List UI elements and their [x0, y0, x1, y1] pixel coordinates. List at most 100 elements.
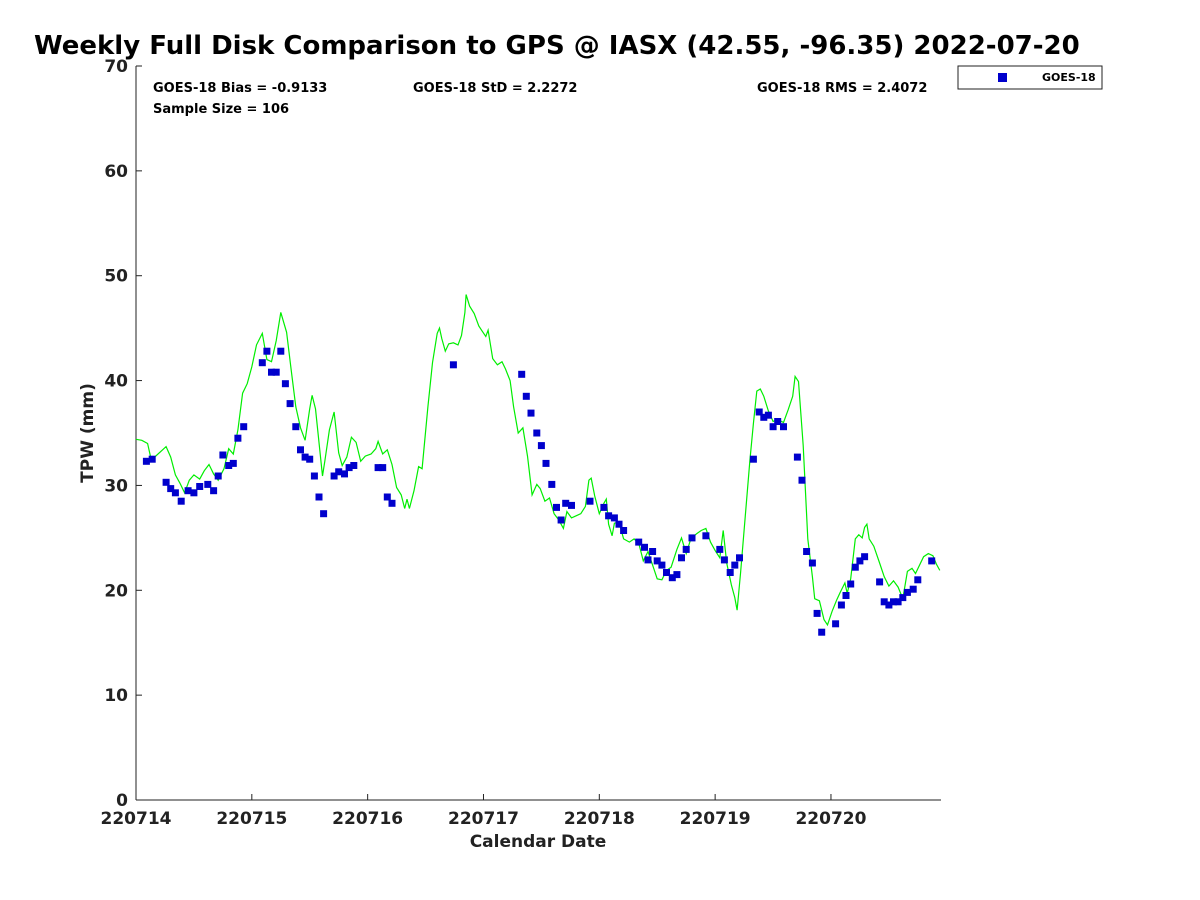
goes-18-point — [909, 585, 917, 593]
goes-18-point — [388, 499, 396, 507]
goes-18-point — [635, 538, 643, 546]
goes-18-point — [600, 503, 608, 511]
goes-18-point — [219, 451, 227, 459]
goes-18-point — [678, 554, 685, 562]
goes-18-point — [297, 446, 304, 454]
goes-18-point — [204, 480, 212, 488]
goes-18-series — [142, 347, 936, 636]
goes-18-point — [258, 359, 266, 367]
goes-18-point — [315, 493, 323, 501]
goes-18-point — [798, 476, 806, 484]
goes-18-point — [383, 493, 391, 501]
stat-rms: GOES-18 RMS = 2.4072 — [757, 81, 927, 96]
goes-18-point — [736, 554, 743, 562]
goes-18-point — [876, 578, 884, 586]
goes-18-point — [234, 434, 242, 442]
goes-18-point — [673, 571, 681, 579]
y-tick-label: 40 — [104, 372, 128, 392]
stat-sample-size: Sample Size = 106 — [153, 102, 289, 117]
goes-18-point — [586, 497, 594, 505]
goes-18-point — [847, 580, 855, 588]
goes-18-point — [894, 598, 902, 606]
goes-18-point — [760, 413, 768, 421]
goes-18-point — [605, 512, 613, 520]
x-tick-label: 220714 — [101, 809, 172, 829]
goes-18-point — [808, 559, 816, 567]
y-tick-label: 20 — [104, 581, 128, 601]
goes-18-point — [813, 609, 821, 617]
goes-18-point — [281, 380, 289, 388]
goes-18-point — [286, 400, 294, 408]
goes-18-point — [803, 548, 811, 555]
goes-18-point — [780, 423, 787, 431]
goes-18-point — [341, 470, 348, 478]
goes-18-point — [885, 601, 893, 609]
goes-18-point — [177, 497, 185, 505]
goes-18-point — [542, 459, 550, 467]
legend: GOES-18 — [957, 65, 1103, 90]
x-tick-label: 220717 — [448, 809, 519, 829]
goes-18-point — [899, 594, 907, 602]
goes-18-point — [533, 429, 541, 437]
goes-18-point — [702, 532, 710, 540]
goes-18-point — [268, 368, 275, 376]
x-tick-label: 220719 — [680, 809, 751, 829]
goes-18-point — [379, 464, 387, 472]
goes-18-point — [774, 418, 782, 425]
stats-annotations: GOES-18 Bias = -0.9133 GOES-18 StD = 2.2… — [153, 81, 927, 117]
goes-18-point — [277, 347, 285, 355]
goes-18-point — [658, 561, 666, 569]
goes-18-point — [229, 459, 237, 467]
y-tick-label: 30 — [104, 476, 128, 496]
goes-18-point — [350, 462, 358, 469]
goes-18-point — [682, 545, 690, 553]
goes-18-point — [793, 453, 801, 461]
goes-18-point — [731, 561, 739, 569]
y-tick-label: 50 — [104, 267, 128, 287]
goes-18-point — [148, 455, 156, 463]
goes-18-point — [851, 563, 859, 571]
x-tick-group: 220714 220715 220716 220717 220718 220719 2207… — [101, 794, 867, 829]
goes-18-point — [726, 569, 734, 576]
goes-18-point — [749, 455, 757, 463]
goes-18-point — [562, 499, 570, 507]
y-tick-label: 10 — [104, 686, 128, 706]
goes-18-point — [518, 370, 526, 378]
goes-18-point — [214, 472, 222, 480]
goes-18-point — [553, 503, 560, 511]
goes-18-point — [301, 453, 309, 461]
goes-18-point — [374, 464, 382, 472]
goes-18-point — [272, 368, 280, 376]
goes-18-point — [653, 557, 661, 565]
goes-18-point — [903, 588, 911, 596]
goes-18-point — [240, 423, 248, 431]
x-axis-label: Calendar Date — [470, 832, 607, 852]
stat-bias: GOES-18 Bias = -0.9133 — [153, 81, 327, 96]
goes-18-point — [162, 478, 170, 486]
goes-18-point — [764, 411, 772, 419]
goes-18-point — [818, 628, 826, 636]
goes-18-point — [644, 556, 652, 564]
goes-18-point — [345, 464, 353, 472]
goes-18-point — [210, 487, 218, 495]
goes-18-point — [310, 472, 318, 480]
goes-18-point — [292, 423, 300, 431]
plot-axes — [135, 66, 941, 801]
x-tick-label: 220715 — [216, 809, 287, 829]
goes-18-point — [716, 545, 724, 553]
goes-18-point — [641, 543, 648, 551]
goes-18-point — [842, 592, 850, 599]
goes-18-point — [167, 485, 175, 493]
x-tick-label: 220716 — [332, 809, 403, 829]
goes-18-point — [263, 347, 271, 355]
goes-18-point — [668, 574, 676, 582]
goes-18-point — [649, 548, 657, 555]
y-tick-group: 0 10 20 30 40 50 60 70 — [104, 57, 142, 811]
gps-series-line — [135, 294, 941, 627]
goes-18-point — [832, 620, 840, 628]
goes-18-point — [769, 423, 777, 431]
legend-marker-square — [998, 73, 1007, 82]
goes-18-point — [330, 472, 338, 480]
legend-label-goes-18: GOES-18 — [1042, 71, 1096, 84]
